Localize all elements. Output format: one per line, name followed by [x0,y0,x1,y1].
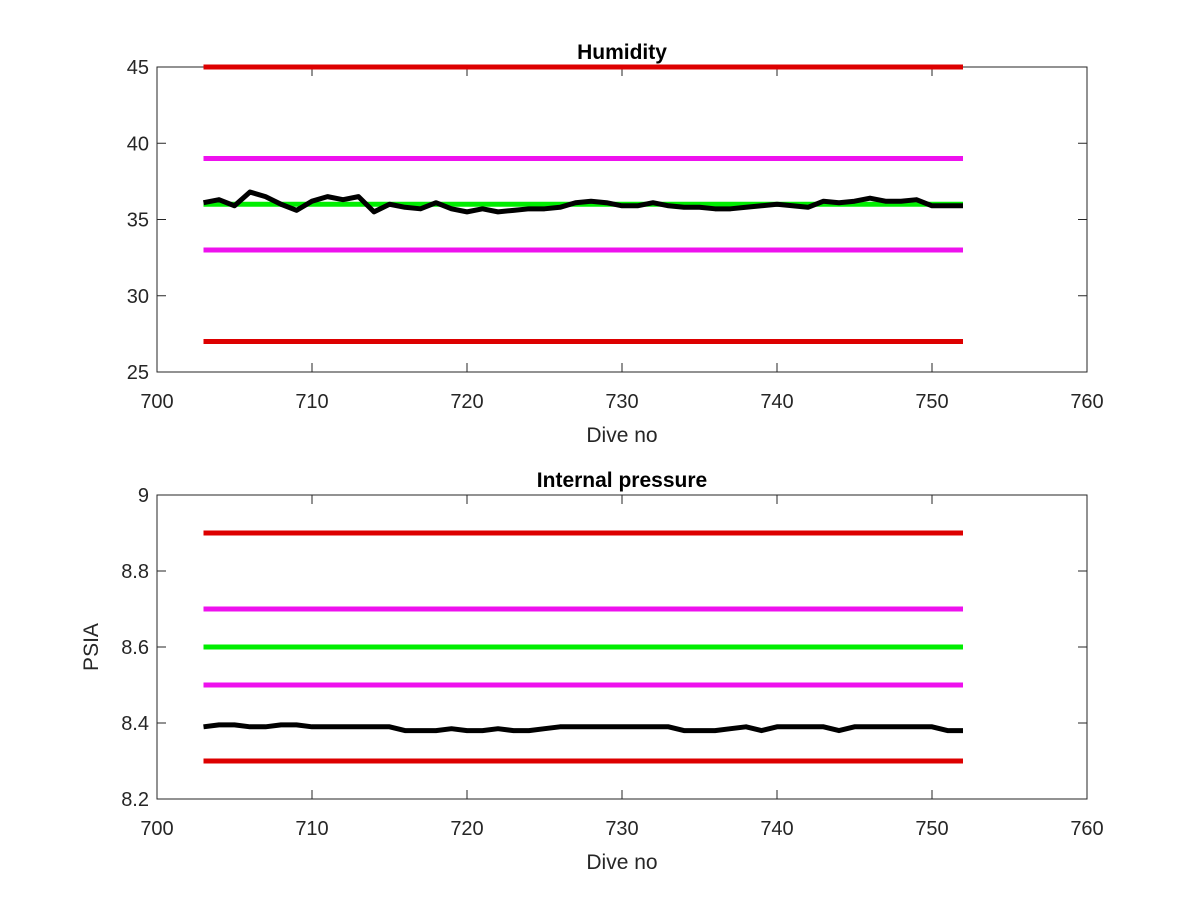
internal-pressure-x-tick-label: 760 [1070,818,1103,840]
internal-pressure-x-tick-label: 750 [915,818,948,840]
humidity-axes-box [156,66,1088,373]
humidity-title: Humidity [577,41,667,64]
humidity-series-line-5 [203,189,963,215]
internal-pressure-y-tick-label: 8.2 [121,789,149,811]
humidity-x-tick-label: 730 [605,391,638,413]
humidity-x-tick-label: 720 [450,391,483,413]
internal-pressure-x-tick-label: 710 [295,818,328,840]
internal-pressure-x-axis-label: Dive no [586,851,657,874]
internal-pressure-series-line-5 [203,722,963,734]
internal-pressure-y-tick-label: 8.6 [121,637,149,659]
internal-pressure-x-tick-label: 700 [140,818,173,840]
humidity-chart: 700 710 720 730 740 750 760 25 30 35 40 45 Humidity D… [127,41,1104,447]
internal-pressure-chart: 700 710 720 730 740 750 760 8.2 8.4 8.6 8.8 9 Intern… [80,469,1104,874]
humidity-y-tick-label: 40 [127,133,149,155]
internal-pressure-y-tick-label: 8.8 [121,561,149,583]
humidity-y-tick-label: 45 [127,57,149,79]
humidity-y-tick-label: 25 [127,362,149,384]
humidity-x-tick-label: 760 [1070,391,1103,413]
humidity-x-tick-label: 750 [915,391,948,413]
humidity-y-tick-label: 30 [127,286,149,308]
internal-pressure-x-tick-label: 730 [605,818,638,840]
internal-pressure-title: Internal pressure [537,469,707,492]
humidity-x-tick-label: 700 [140,391,173,413]
humidity-x-tick-label: 710 [295,391,328,413]
internal-pressure-y-axis-label: PSIA [80,623,103,671]
humidity-x-axis-label: Dive no [586,424,657,447]
internal-pressure-y-tick-label: 9 [138,485,149,507]
humidity-y-tick-label: 35 [127,210,149,232]
internal-pressure-x-tick-label: 720 [450,818,483,840]
internal-pressure-x-tick-label: 740 [760,818,793,840]
humidity-x-tick-label: 740 [760,391,793,413]
internal-pressure-y-tick-label: 8.4 [121,713,149,735]
